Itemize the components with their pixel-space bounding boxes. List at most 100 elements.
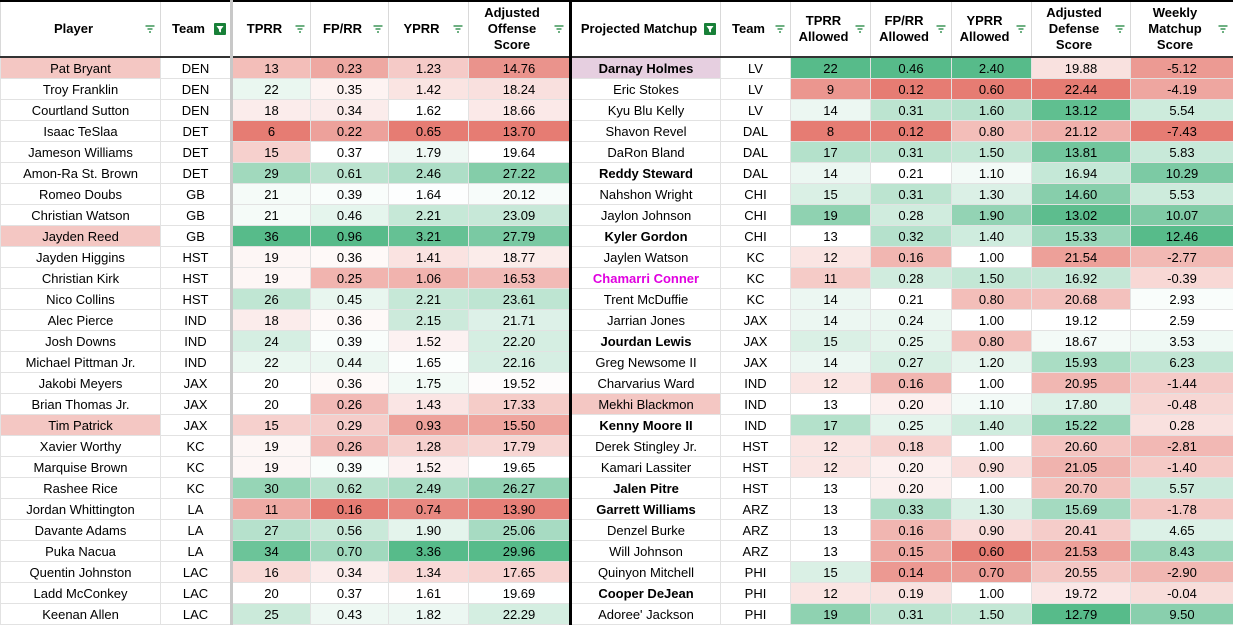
column-header[interactable]: Weekly Matchup Score (1130, 0, 1233, 58)
column-header[interactable]: YPRR Allowed (951, 0, 1032, 58)
stat-cell: 0.29 (310, 414, 389, 436)
stat-cell: 8 (790, 120, 871, 142)
filter-icon[interactable] (553, 23, 565, 35)
header-text: Team (172, 21, 205, 36)
stat-cell: -5.12 (1130, 56, 1233, 79)
column-header[interactable]: Team (720, 0, 791, 58)
stat-cell: 0.90 (951, 519, 1032, 541)
stat-cell: 17.33 (468, 393, 571, 415)
table-row: Josh Downs IND 24 0.39 1.52 22.20 Jourdan Lewi… (0, 330, 1233, 352)
stat-cell: 22.16 (468, 351, 571, 373)
stat-cell: 1.62 (388, 99, 469, 121)
stat-cell: 1.60 (951, 99, 1032, 121)
filter-icon[interactable] (294, 23, 306, 35)
filter-icon[interactable] (144, 23, 156, 35)
stat-cell: 21.05 (1031, 456, 1131, 478)
stat-cell: 0.25 (870, 414, 952, 436)
stat-cell: -2.81 (1130, 435, 1233, 457)
column-header[interactable]: FP/RR Allowed (870, 0, 952, 58)
table-row: Brian Thomas Jr. JAX 20 0.26 1.43 17.33 Mekhi … (0, 393, 1233, 415)
stat-cell: 19 (790, 204, 871, 226)
stat-cell: 26 (230, 288, 311, 310)
stat-cell: 19 (230, 456, 311, 478)
column-header[interactable]: FP/RR (310, 0, 389, 58)
stat-cell: 10.07 (1130, 204, 1233, 226)
header-row: Player Team TPRR FP/RR YPRR Adjusted Offense … (0, 0, 1233, 58)
team-cell: DAL (720, 120, 791, 142)
column-header[interactable]: Team (160, 0, 232, 58)
table-row: Isaac TeSlaa DET 6 0.22 0.65 13.70 Shavon Reve… (0, 120, 1233, 142)
table-row: Amon-Ra St. Brown DET 29 0.61 2.46 27.22 Reddy… (0, 162, 1233, 184)
team-cell: HST (720, 435, 791, 457)
filter-icon[interactable] (774, 23, 786, 35)
stat-cell: 1.52 (388, 330, 469, 352)
header-text: FP/RR (323, 21, 362, 36)
column-header[interactable]: TPRR (230, 0, 311, 58)
team-cell: IND (160, 330, 232, 352)
stat-cell: 0.28 (870, 267, 952, 289)
team-cell: HST (160, 246, 232, 268)
filter-icon[interactable] (1217, 23, 1229, 35)
team-cell: DEN (160, 56, 232, 79)
stat-cell: 29.96 (468, 540, 571, 562)
stat-cell: 13 (790, 540, 871, 562)
stat-cell: 12 (790, 435, 871, 457)
filter-icon[interactable] (854, 23, 866, 35)
stat-cell: 27.79 (468, 225, 571, 247)
player-cell: Tim Patrick (0, 414, 161, 436)
stat-cell: -0.04 (1130, 582, 1233, 604)
stat-cell: 0.36 (310, 372, 389, 394)
stat-cell: 15 (230, 414, 311, 436)
player-cell: Romeo Doubs (0, 183, 161, 205)
column-header[interactable]: Player (0, 0, 161, 58)
stat-cell: 0.80 (951, 288, 1032, 310)
stat-cell: 1.61 (388, 582, 469, 604)
stat-cell: 2.15 (388, 309, 469, 331)
stat-cell: 20 (230, 393, 311, 415)
stat-cell: 0.70 (951, 561, 1032, 583)
column-header[interactable]: TPRR Allowed (790, 0, 871, 58)
stat-cell: 0.90 (951, 456, 1032, 478)
stat-cell: 0.25 (870, 330, 952, 352)
stat-cell: 0.32 (870, 225, 952, 247)
column-header[interactable]: YPRR (388, 0, 469, 58)
filter-icon[interactable] (1114, 23, 1126, 35)
stat-cell: 13 (790, 498, 871, 520)
filter-icon[interactable] (372, 23, 384, 35)
matchup-cell: Nahshon Wright (569, 183, 721, 205)
stat-cell: 14 (790, 99, 871, 121)
stat-cell: 0.60 (951, 78, 1032, 100)
stat-cell: 0.34 (310, 561, 389, 583)
column-header[interactable]: Adjusted Offense Score (468, 0, 571, 58)
stat-cell: 25.06 (468, 519, 571, 541)
matchup-cell: Darnay Holmes (569, 56, 721, 79)
stat-cell: 21 (230, 183, 311, 205)
stat-cell: 15 (790, 330, 871, 352)
filter-icon[interactable] (214, 23, 226, 35)
team-cell: IND (720, 372, 791, 394)
stat-cell: 14 (790, 351, 871, 373)
table-row: Jayden Higgins HST 19 0.36 1.41 18.77 Jaylen W… (0, 246, 1233, 268)
stat-cell: 18.67 (1031, 330, 1131, 352)
column-header[interactable]: Projected Matchup (569, 0, 721, 58)
stat-cell: 0.20 (870, 477, 952, 499)
filter-icon[interactable] (704, 23, 716, 35)
stat-cell: 0.18 (870, 435, 952, 457)
stat-cell: 20.68 (1031, 288, 1131, 310)
stat-cell: 10.29 (1130, 162, 1233, 184)
stat-cell: 1.50 (951, 603, 1032, 625)
stat-cell: 0.65 (388, 120, 469, 142)
stat-cell: 16.94 (1031, 162, 1131, 184)
stat-cell: 0.12 (870, 78, 952, 100)
stat-cell: 1.79 (388, 141, 469, 163)
table-row: Romeo Doubs GB 21 0.39 1.64 20.12 Nahshon Wrig… (0, 183, 1233, 205)
stat-cell: 0.23 (310, 56, 389, 79)
team-cell: LV (720, 56, 791, 79)
stat-cell: 2.46 (388, 162, 469, 184)
filter-icon[interactable] (935, 23, 947, 35)
filter-icon[interactable] (452, 23, 464, 35)
filter-icon[interactable] (1015, 23, 1027, 35)
column-header[interactable]: Adjusted Defense Score (1031, 0, 1131, 58)
team-cell: HST (720, 477, 791, 499)
stat-cell: 9 (790, 78, 871, 100)
